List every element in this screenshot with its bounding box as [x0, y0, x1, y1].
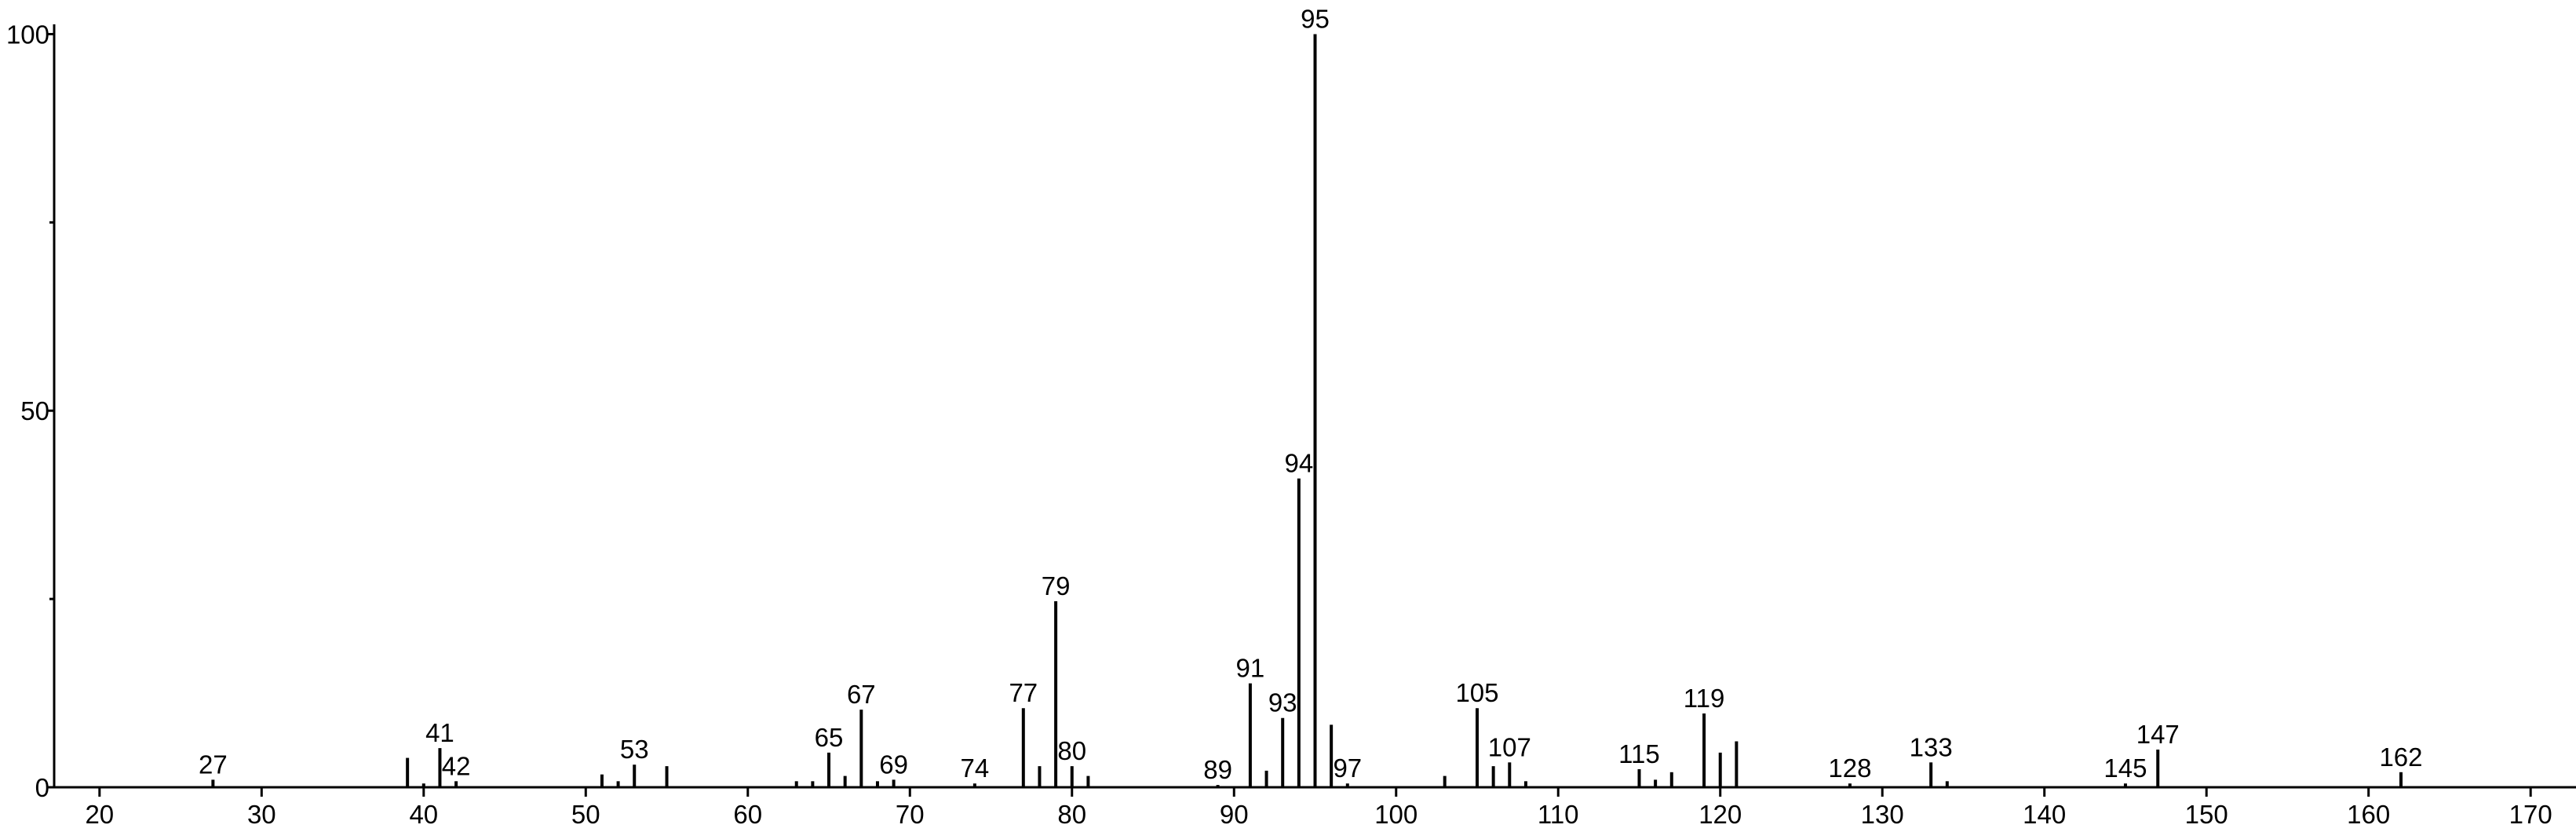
peak-label: 41: [425, 718, 454, 747]
peak-label: 145: [2103, 754, 2147, 783]
peak-label: 89: [1203, 755, 1232, 784]
x-tick-label: 160: [2347, 800, 2390, 829]
x-tick-label: 90: [1220, 800, 1249, 829]
peak-label: 133: [1910, 732, 1953, 761]
y-tick-label: 100: [6, 20, 49, 49]
x-tick-label: 140: [2023, 800, 2066, 829]
peak-label: 27: [199, 750, 228, 779]
x-tick-label: 70: [896, 800, 925, 829]
peak-label: 128: [1828, 754, 1871, 783]
y-tick-label: 0: [35, 773, 49, 802]
x-tick-label: 80: [1057, 800, 1086, 829]
peak-label: 119: [1684, 684, 1725, 713]
peak-label: 94: [1284, 449, 1313, 478]
x-tick-label: 130: [1861, 800, 1904, 829]
peak-label: 74: [961, 754, 990, 783]
peak-label: 115: [1618, 739, 1660, 768]
peak-label: 147: [2136, 720, 2180, 749]
x-tick-label: 40: [409, 800, 438, 829]
peak-label: 105: [1455, 678, 1498, 707]
x-tick-label: 150: [2185, 800, 2228, 829]
x-tick-label: 50: [571, 800, 600, 829]
x-tick-label: 30: [247, 800, 276, 829]
x-tick-label: 110: [1538, 800, 1579, 829]
peak-label: 53: [620, 735, 649, 764]
y-tick-label: 50: [20, 396, 49, 425]
peak-label: 97: [1333, 754, 1362, 783]
peak-label: 91: [1236, 654, 1265, 683]
x-tick-label: 100: [1374, 800, 1418, 829]
x-tick-label: 120: [1698, 800, 1742, 829]
x-tick-label: 60: [733, 800, 762, 829]
x-tick-label: 20: [85, 800, 114, 829]
peak-label: 42: [442, 751, 471, 780]
peak-label: 93: [1268, 688, 1297, 717]
peak-label: 65: [815, 723, 844, 752]
peak-label: 77: [1009, 678, 1038, 707]
peak-label: 95: [1301, 4, 1330, 33]
peak-label: 79: [1042, 571, 1071, 600]
peak-label: 69: [879, 750, 908, 779]
peak-label: 107: [1488, 732, 1531, 761]
peak-label: 80: [1057, 736, 1086, 765]
peak-label: 162: [2379, 743, 2422, 772]
peak-label: 67: [847, 680, 876, 709]
x-tick-label: 170: [2509, 800, 2552, 829]
